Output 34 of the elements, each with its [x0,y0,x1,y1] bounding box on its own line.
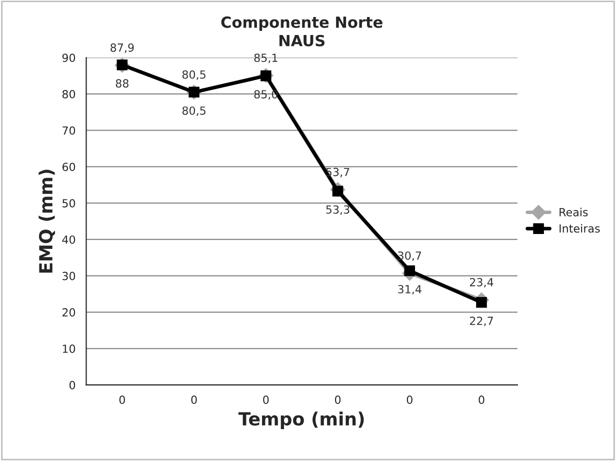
y-tick-label: 80 [62,90,76,98]
legend-label: Reais [560,208,588,216]
x-axis-title: Tempo (min) [238,412,364,430]
chart-title: Componente Norte [221,16,382,31]
y-tick-label: 10 [62,344,76,353]
x-tick-label: 0 [191,396,197,404]
x-tick-label: 0 [478,396,484,404]
data-label: 80,5 [182,70,206,80]
data-label: 85,1 [254,54,278,64]
data-label: 88 [116,79,128,88]
point [404,265,416,276]
legend-label: Inteiras [560,224,600,233]
data-label: 53,3 [326,205,350,215]
y-tick-label: 40 [62,235,76,244]
data-label: 31,4 [398,285,422,295]
y-tick-label: 90 [62,54,76,62]
data-label: 30,7 [398,251,422,261]
y-tick-label: 20 [62,308,76,317]
y-tick-label: 70 [62,126,76,135]
data-label: 22,7 [470,316,493,326]
data-label: 87,9 [110,43,134,53]
x-tick-label: 0 [406,396,412,404]
y-tick-label: 30 [62,272,76,280]
chart-subtitle: NAUS [279,34,324,46]
y-tick-label: 0 [69,380,76,390]
x-tick-label: 0 [334,396,341,404]
y-tick-label: 60 [62,162,76,172]
y-tick-label: 50 [62,199,76,208]
data-label: 80,5 [182,106,206,116]
point [476,297,487,308]
y-axis-title: EMQ (mm) [38,170,56,273]
x-tick-label: 0 [263,396,269,404]
x-tick-label: 0 [119,396,125,404]
data-label: 23,4 [470,278,494,288]
